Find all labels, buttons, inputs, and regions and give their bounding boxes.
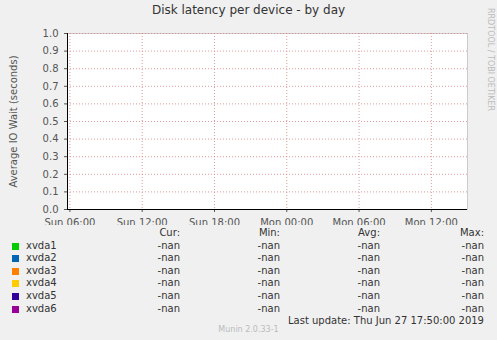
svg-text:1.0: 1.0 [43, 28, 59, 39]
svg-text:Mon 06:00: Mon 06:00 [333, 217, 386, 225]
svg-text:Mon 12:00: Mon 12:00 [405, 217, 458, 225]
html-text:-nan: -nan [461, 302, 484, 314]
svg-text:0.5: 0.5 [43, 116, 59, 127]
html-text:xvda1: xvda1 [26, 239, 57, 251]
svg-text:0.3: 0.3 [43, 151, 59, 162]
html-text:-nan: -nan [257, 290, 280, 301]
html-text:-nan: -nan [257, 302, 280, 314]
svg-text:0.6: 0.6 [43, 98, 59, 109]
svg-text:Sun 12:00: Sun 12:00 [117, 217, 168, 225]
html-text:-nan: -nan [157, 252, 180, 264]
html-text:-nan: -nan [257, 252, 280, 264]
svg-text:0.4: 0.4 [43, 133, 59, 144]
svg-text:0.1: 0.1 [43, 186, 59, 197]
html-text:-nan: -nan [357, 277, 380, 289]
html-text:Avg:: Avg: [358, 227, 380, 238]
html-text:Min:: Min: [258, 227, 280, 238]
svg-text:Sun 06:00: Sun 06:00 [44, 217, 95, 225]
html-text:-nan: -nan [257, 277, 280, 289]
html-text:Munin 2.0.33-1: Munin 2.0.33-1 [218, 325, 279, 334]
html-text:-nan: -nan [257, 264, 280, 276]
svg-text:0.9: 0.9 [43, 45, 59, 56]
html-text:-nan: -nan [157, 264, 180, 276]
svg-text:0.2: 0.2 [43, 169, 59, 180]
html-text:-nan: -nan [157, 239, 180, 251]
svg-text:Sun 18:00: Sun 18:00 [189, 217, 240, 225]
html-text:-nan: -nan [461, 264, 484, 276]
html-text:-nan: -nan [357, 252, 380, 264]
html-text:-nan: -nan [357, 302, 380, 314]
html-text:Max:: Max: [460, 227, 484, 238]
html-text:-nan: -nan [157, 302, 180, 314]
html-text:Last update: Thu Jun 27 17:50:: Last update: Thu Jun 27 17:50:00 2019 [288, 315, 484, 327]
html-text:-nan: -nan [357, 290, 380, 301]
html-text:xvda4: xvda4 [26, 277, 57, 289]
html-text:Cur:: Cur: [159, 227, 180, 238]
svg-text:Mon 00:00: Mon 00:00 [260, 217, 313, 225]
html-text:xvda2: xvda2 [26, 252, 57, 264]
html-text:-nan: -nan [357, 239, 380, 251]
html-text:-nan: -nan [461, 277, 484, 289]
svg-text:Average IO Wait (seconds): Average IO Wait (seconds) [8, 55, 19, 187]
svg-text:0.0: 0.0 [43, 204, 59, 215]
html-text:-nan: -nan [257, 239, 280, 251]
html-text:-nan: -nan [157, 277, 180, 289]
html-text:xvda3: xvda3 [26, 264, 57, 276]
html-text:-nan: -nan [461, 239, 484, 251]
html-text:-nan: -nan [157, 290, 180, 301]
svg-text:0.8: 0.8 [43, 63, 59, 74]
html-text:-nan: -nan [461, 252, 484, 264]
html-text:RRDTOOL / TOBI OETIKER: RRDTOOL / TOBI OETIKER [486, 8, 495, 111]
html-text:Disk latency per device - by d: Disk latency per device - by day [151, 3, 346, 17]
html-text:xvda5: xvda5 [26, 290, 57, 301]
html-text:-nan: -nan [357, 264, 380, 276]
svg-text:0.7: 0.7 [43, 81, 59, 92]
html-text:-nan: -nan [461, 290, 484, 301]
html-text:xvda6: xvda6 [26, 302, 57, 314]
